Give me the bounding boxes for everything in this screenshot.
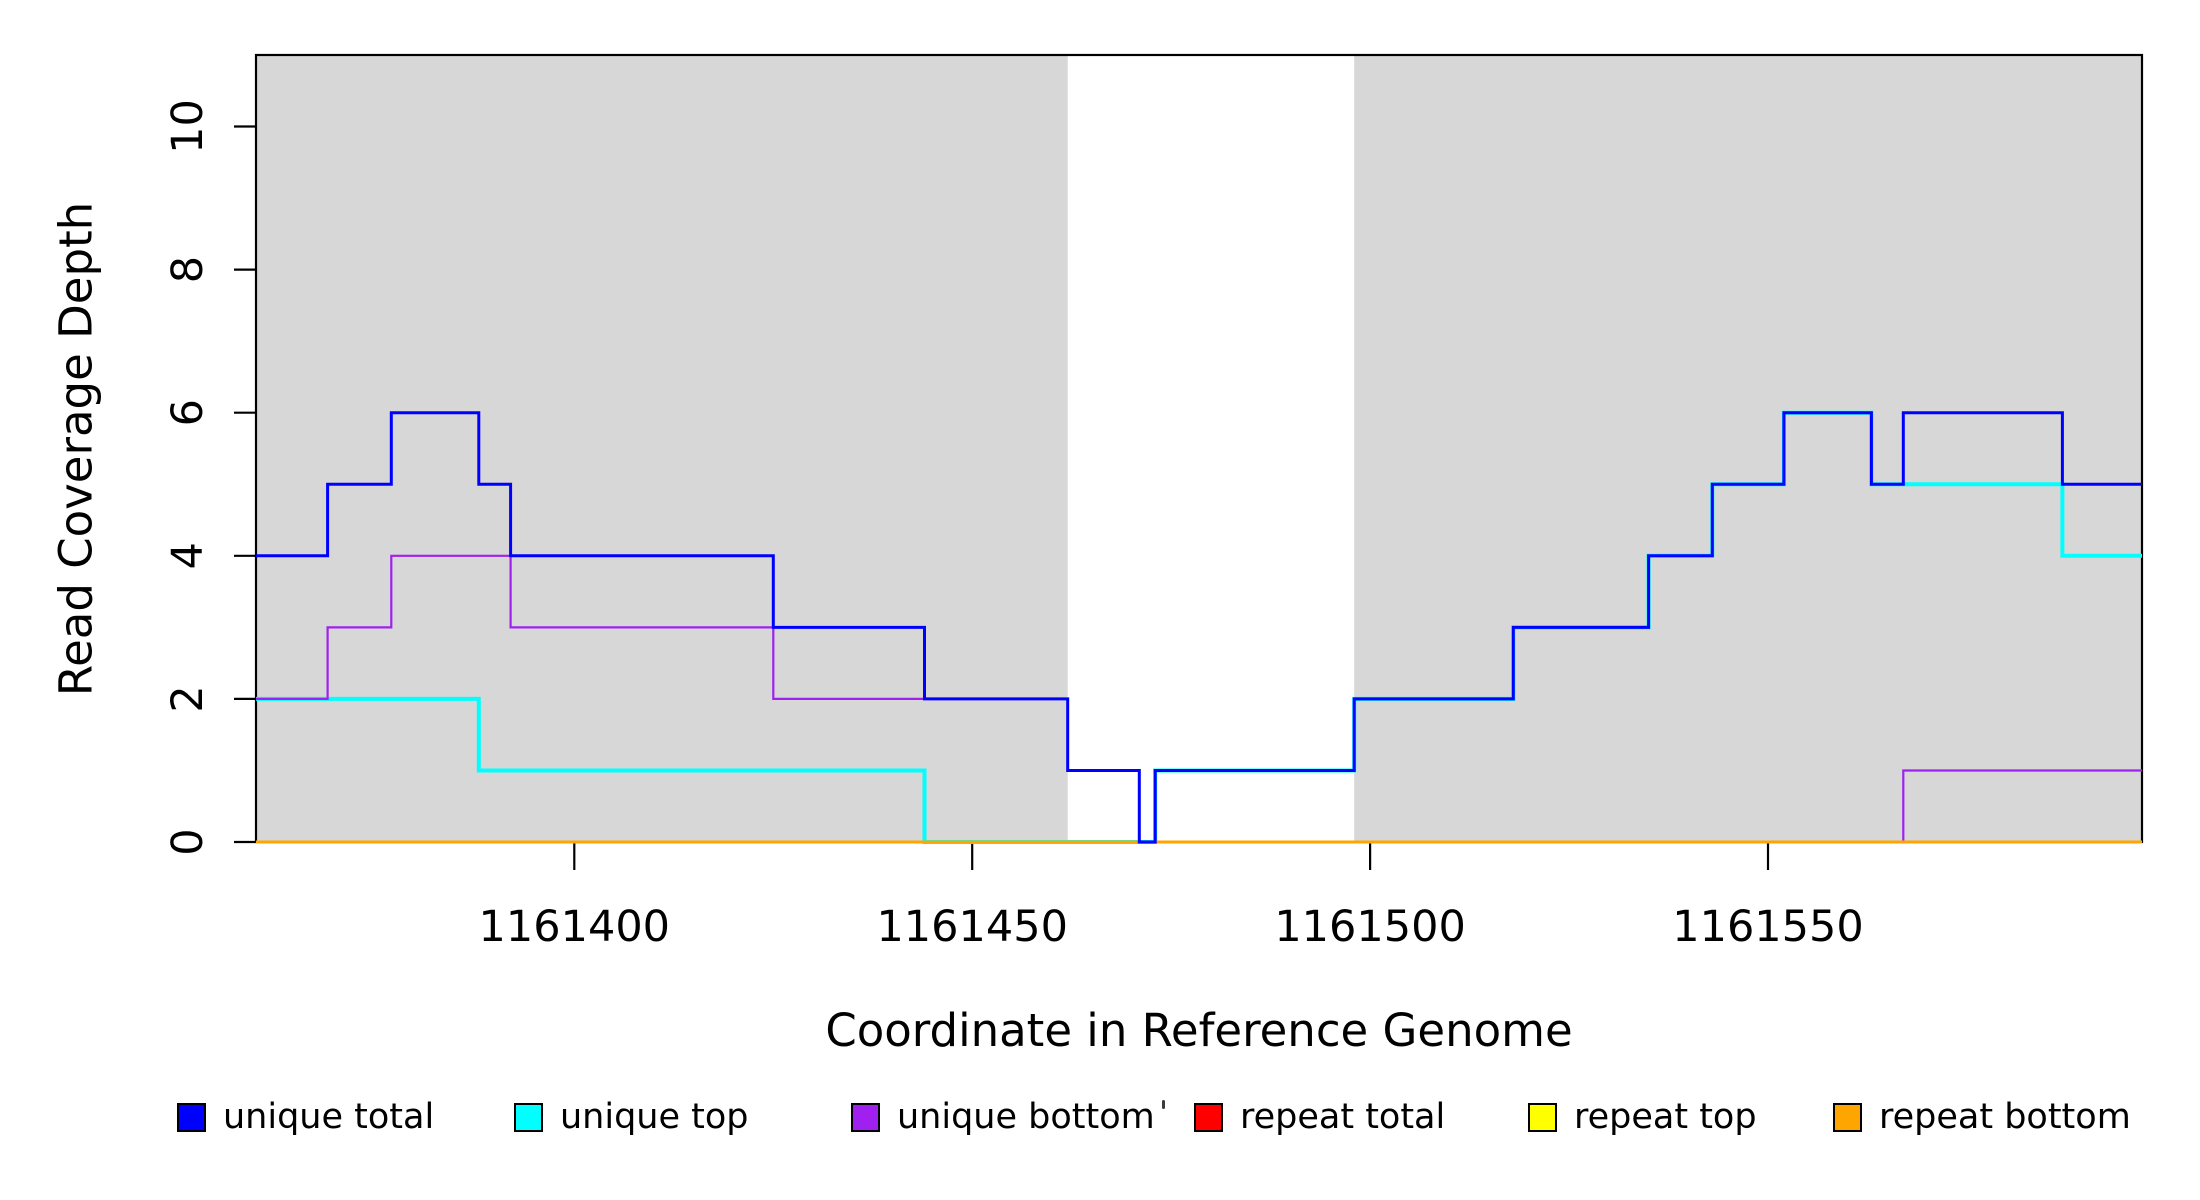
x-tick-label: 1161450 (876, 902, 1068, 952)
legend-item-repeat-total: repeat total (1194, 1097, 1445, 1137)
legend-item-unique-bottom: unique bottom (851, 1097, 1155, 1137)
stray-dot-artifact (1162, 1100, 1165, 1109)
legend-label-repeat-top: repeat top (1574, 1097, 1757, 1137)
legend-swatch-unique-total (177, 1102, 206, 1132)
legend-swatch-unique-top (514, 1102, 543, 1132)
legend-label-repeat-total: repeat total (1240, 1097, 1446, 1137)
legend-item-repeat-top: repeat top (1528, 1097, 1757, 1137)
y-axis-label: Read Coverage Depth (49, 201, 103, 697)
y-tick-label: 2 (163, 685, 213, 712)
legend-swatch-repeat-bottom (1833, 1102, 1862, 1132)
y-tick-label: 4 (163, 542, 213, 569)
y-tick-label: 8 (163, 256, 213, 283)
x-tick-label: 1161400 (479, 902, 671, 952)
legend-item-unique-total: unique total (177, 1097, 434, 1137)
legend-label-unique-bottom: unique bottom (897, 1097, 1155, 1137)
legend-label-repeat-bottom: repeat bottom (1879, 1097, 2131, 1137)
x-axis-label: Coordinate in Reference Genome (825, 1004, 1573, 1057)
legend-swatch-repeat-total (1194, 1102, 1223, 1132)
series-line-unique-total (256, 411, 2142, 844)
legend-swatch-unique-bottom (851, 1102, 880, 1132)
x-tick-label: 1161550 (1672, 902, 1864, 952)
legend-label-unique-total: unique total (223, 1097, 435, 1137)
legend-item-repeat-bottom: repeat bottom (1833, 1097, 2131, 1137)
shaded-region (1354, 56, 2142, 842)
shaded-region (256, 56, 1068, 842)
y-tick-label: 0 (163, 828, 213, 855)
legend-label-unique-top: unique top (560, 1097, 749, 1137)
y-tick-label: 6 (163, 399, 213, 426)
legend-swatch-repeat-top (1528, 1102, 1557, 1132)
y-tick-label: 10 (163, 99, 213, 154)
legend-item-unique-top: unique top (514, 1097, 749, 1137)
x-tick-label: 1161500 (1274, 902, 1466, 952)
